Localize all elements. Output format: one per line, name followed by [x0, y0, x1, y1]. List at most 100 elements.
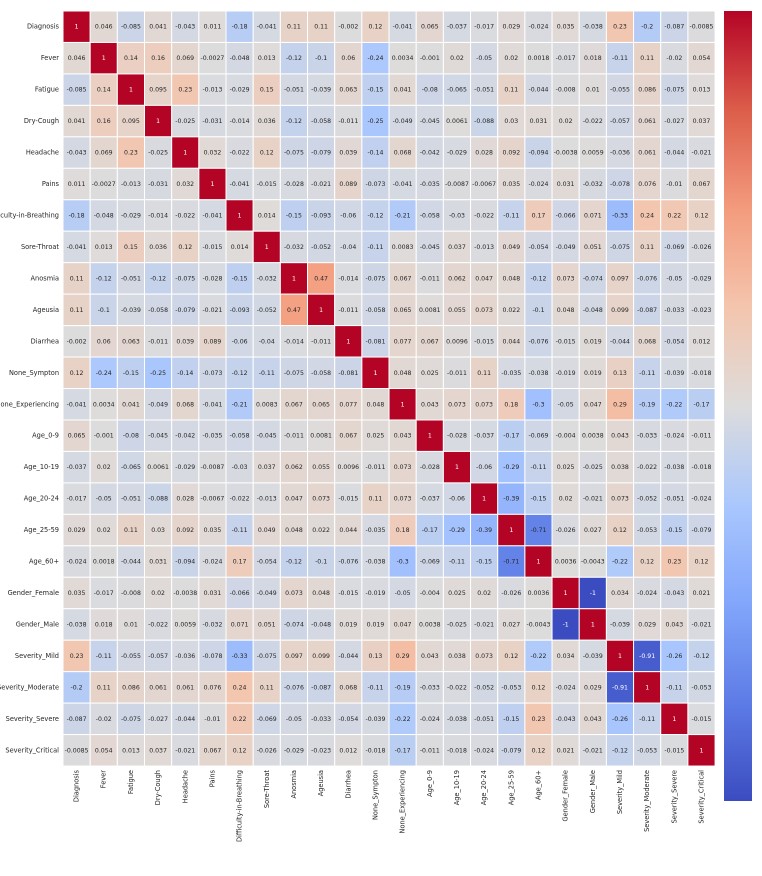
heatmap-value-10-12: 0.077: [394, 338, 412, 345]
heatmap-cell-1-4: [171, 41, 200, 75]
heatmap-value-22-2: -0.075: [121, 716, 141, 723]
heatmap-value-19-0: -0.038: [67, 621, 87, 628]
heatmap-cell-2-1: [89, 73, 118, 106]
heatmap-value-8-12: 0.067: [394, 275, 412, 282]
y-tick-label-8: Anosmia: [31, 274, 59, 282]
heatmap-value-20-12: 0.29: [396, 653, 410, 660]
heatmap-cell-19-23: [687, 608, 716, 641]
heatmap-value-4-2: 0.23: [124, 150, 138, 157]
heatmap-value-10-17: -0.076: [529, 338, 549, 345]
y-tick-label-21: Severity_Moderate: [0, 683, 59, 691]
heatmap-value-19-1: 0.018: [95, 621, 113, 628]
x-tick-label-2: Fatigue: [127, 770, 135, 794]
heatmap-cell-5-6: [225, 167, 254, 201]
heatmap-value-5-22: -0.01: [666, 181, 682, 188]
heatmap-value-7-6: 0.014: [231, 244, 249, 251]
heatmap-cell-8-6: [225, 262, 254, 295]
heatmap-value-18-15: 0.02: [477, 590, 491, 597]
heatmap-cell-11-17: [524, 356, 553, 390]
heatmap-value-14-8: 0.062: [285, 464, 303, 471]
heatmap-cell-17-11: [361, 545, 390, 578]
heatmap-value-19-12: 0.047: [394, 621, 412, 628]
heatmap-value-20-3: -0.057: [148, 653, 168, 660]
heatmap-value-5-19: -0.032: [583, 181, 603, 188]
heatmap-value-12-13: 0.043: [421, 401, 439, 408]
heatmap-value-12-1: 0.0034: [93, 401, 115, 408]
heatmap-value-13-15: -0.037: [474, 433, 494, 440]
heatmap-value-7-12: 0.0083: [392, 244, 414, 251]
heatmap-value-7-7: 1: [265, 244, 269, 251]
heatmap-value-14-19: -0.025: [583, 464, 603, 471]
heatmap-cell-6-23: [687, 199, 716, 232]
heatmap-cell-7-22: [660, 230, 689, 264]
heatmap-value-22-19: 0.043: [584, 716, 602, 723]
heatmap-value-12-23: -0.17: [693, 401, 709, 408]
heatmap-value-18-13: -0.004: [420, 590, 440, 597]
heatmap-value-1-11: -0.24: [367, 55, 383, 62]
heatmap-value-23-17: 0.12: [532, 747, 546, 754]
heatmap-value-10-14: 0.0096: [446, 338, 468, 345]
heatmap-value-23-12: -0.17: [395, 747, 411, 754]
heatmap-value-1-1: 1: [102, 55, 106, 62]
heatmap-value-13-13: 1: [428, 433, 432, 440]
heatmap-value-8-23: -0.029: [692, 275, 712, 282]
heatmap-value-7-1: 0.013: [95, 244, 113, 251]
heatmap-value-16-14: -0.29: [449, 527, 465, 534]
heatmap-value-7-4: 0.12: [178, 244, 192, 251]
heatmap-cell-22-3: [144, 702, 173, 736]
heatmap-cell-23-7: [252, 734, 281, 767]
heatmap-value-12-16: 0.18: [504, 401, 518, 408]
heatmap-cell-1-23: [687, 41, 716, 75]
heatmap-value-8-20: 0.097: [611, 275, 629, 282]
heatmap-value-12-17: -0.3: [532, 401, 544, 408]
heatmap-value-18-11: -0.019: [365, 590, 385, 597]
heatmap-value-1-12: 0.0034: [392, 55, 414, 62]
heatmap-value-3-11: -0.25: [367, 118, 383, 125]
heatmap-cell-23-4: [171, 734, 200, 767]
heatmap-cell-3-23: [687, 104, 716, 138]
heatmap-cell-5-23: [687, 167, 716, 201]
heatmap-cell-6-4: [171, 199, 200, 232]
heatmap-value-18-23: 0.021: [693, 590, 711, 597]
heatmap-value-18-4: -0.0038: [173, 590, 197, 597]
heatmap-value-17-22: 0.23: [667, 559, 681, 566]
heatmap-cell-9-1: [89, 293, 118, 327]
heatmap-value-6-4: -0.022: [175, 212, 195, 219]
heatmap-value-14-5: -0.0087: [200, 464, 224, 471]
heatmap-cell-10-10: [334, 325, 363, 358]
heatmap-value-13-2: -0.08: [123, 433, 139, 440]
y-tick-label-10: Diarrhea: [31, 337, 59, 345]
heatmap-value-22-20: -0.26: [612, 716, 628, 723]
heatmap-value-21-10: 0.068: [339, 684, 357, 691]
heatmap-cell-23-0: [62, 734, 91, 767]
heatmap-value-18-8: 0.073: [285, 590, 303, 597]
heatmap-cell-20-22: [660, 639, 689, 673]
heatmap-cell-10-15: [470, 325, 499, 358]
heatmap-value-4-19: 0.0059: [582, 150, 604, 157]
heatmap-value-19-4: 0.0059: [174, 621, 196, 628]
heatmap-cell-11-0: [62, 356, 91, 390]
heatmap-cell-9-20: [605, 293, 635, 327]
heatmap-cell-10-8: [279, 325, 309, 358]
heatmap-value-5-12: -0.041: [393, 181, 413, 188]
heatmap-value-7-22: -0.069: [664, 244, 684, 251]
heatmap-value-7-11: -0.11: [367, 244, 383, 251]
heatmap-value-5-2: -0.013: [121, 181, 141, 188]
heatmap-cell-16-15: [470, 513, 499, 547]
heatmap-cell-4-15: [470, 136, 499, 169]
heatmap-value-18-1: -0.017: [94, 590, 114, 597]
heatmap-cell-23-6: [225, 734, 254, 767]
heatmap-value-17-19: -0.0043: [581, 559, 605, 566]
heatmap-cell-15-21: [633, 482, 662, 515]
heatmap-value-8-7: -0.032: [257, 275, 277, 282]
heatmap-value-17-23: 0.12: [695, 559, 709, 566]
heatmap-value-9-20: 0.099: [611, 307, 629, 314]
heatmap-value-19-22: 0.043: [665, 621, 683, 628]
heatmap-cell-21-20: [605, 671, 635, 704]
heatmap-cell-23-19: [578, 734, 607, 767]
heatmap-value-0-17: -0.024: [529, 24, 549, 31]
heatmap-value-18-2: -0.008: [121, 590, 141, 597]
heatmap-value-2-12: 0.041: [394, 87, 412, 94]
heatmap-value-2-20: -0.055: [610, 87, 630, 94]
heatmap-value-20-19: -0.039: [583, 653, 603, 660]
